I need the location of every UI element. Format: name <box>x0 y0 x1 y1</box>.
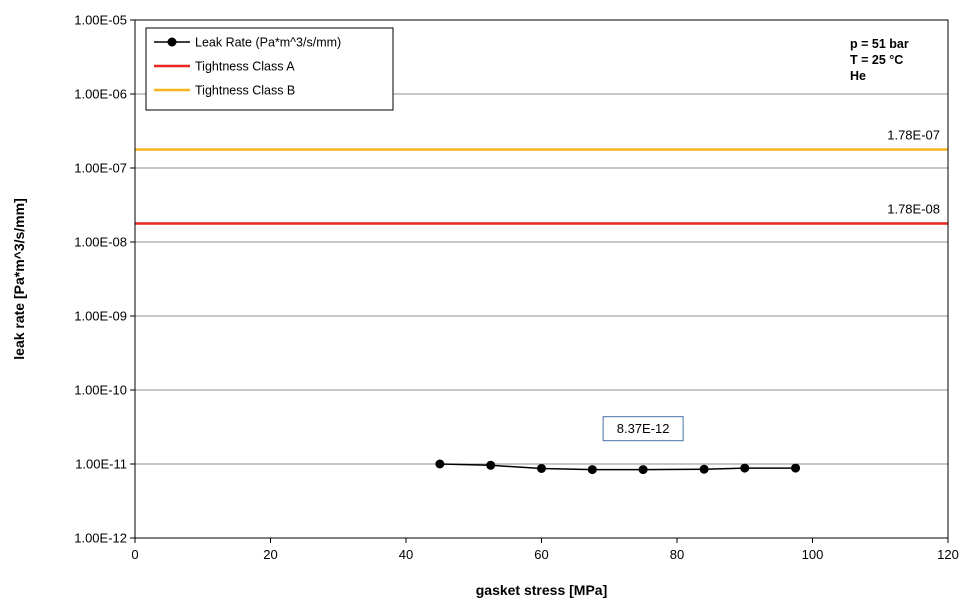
class-a-value-label: 1.78E-08 <box>887 201 940 216</box>
test-conditions: p = 51 bar T = 25 °C He <box>850 37 909 83</box>
min-value-label: 8.37E-12 <box>617 421 670 436</box>
x-tick-label: 20 <box>263 547 277 562</box>
legend-label: Tightness Class B <box>195 84 295 98</box>
condition-temperature: T = 25 °C <box>850 53 903 67</box>
y-tick-label: 1.00E-08 <box>74 235 127 250</box>
legend-label: Tightness Class A <box>195 60 295 74</box>
leak-rate-series <box>435 459 801 475</box>
condition-gas: He <box>850 69 866 83</box>
y-tick-label: 1.00E-07 <box>74 161 127 176</box>
tightness-class-lines <box>135 148 948 225</box>
leak-rate-point <box>486 460 496 470</box>
y-tick-label: 1.00E-12 <box>74 531 127 546</box>
x-tick-label: 0 <box>131 547 138 562</box>
x-tick-label: 80 <box>670 547 684 562</box>
y-tick-label: 1.00E-05 <box>74 13 127 28</box>
x-tick-label: 40 <box>399 547 413 562</box>
leak-rate-line <box>439 463 796 471</box>
min-value-callout: 8.37E-12 <box>602 416 684 442</box>
leak-rate-point <box>537 463 546 473</box>
y-tick-label: 1.00E-10 <box>74 383 127 398</box>
y-tick-label: 1.00E-11 <box>75 457 127 472</box>
y-tick-label: 1.00E-09 <box>74 309 127 324</box>
leak-rate-point <box>699 464 709 474</box>
class-b-value-label: 1.78E-07 <box>887 127 940 142</box>
x-tick-label: 100 <box>802 547 824 562</box>
legend: Leak Rate (Pa*m^3/s/mm) Tightness Class A… <box>145 27 394 111</box>
condition-pressure: p = 51 bar <box>850 37 909 51</box>
leak-rate-point <box>791 463 801 473</box>
x-axis-title: gasket stress [MPa] <box>476 582 608 598</box>
legend-label: Leak Rate (Pa*m^3/s/mm) <box>195 36 341 50</box>
x-tick-label: 120 <box>937 547 959 562</box>
y-axis-title: leak rate [Pa*m^3/s/mm] <box>11 198 27 359</box>
y-tick-label: 1.00E-06 <box>74 87 127 102</box>
leak-rate-point <box>587 465 597 475</box>
leak-rate-point <box>435 459 445 469</box>
axis-ticks: 1.00E-12 1.00E-11 1.00E-10 1.00E-09 1.00E-08… <box>74 13 959 563</box>
leak-rate-point <box>638 465 648 475</box>
min-value-box <box>602 416 684 442</box>
leak-rate-point <box>740 463 750 473</box>
x-tick-label: 60 <box>534 547 548 562</box>
legend-marker <box>167 37 177 47</box>
